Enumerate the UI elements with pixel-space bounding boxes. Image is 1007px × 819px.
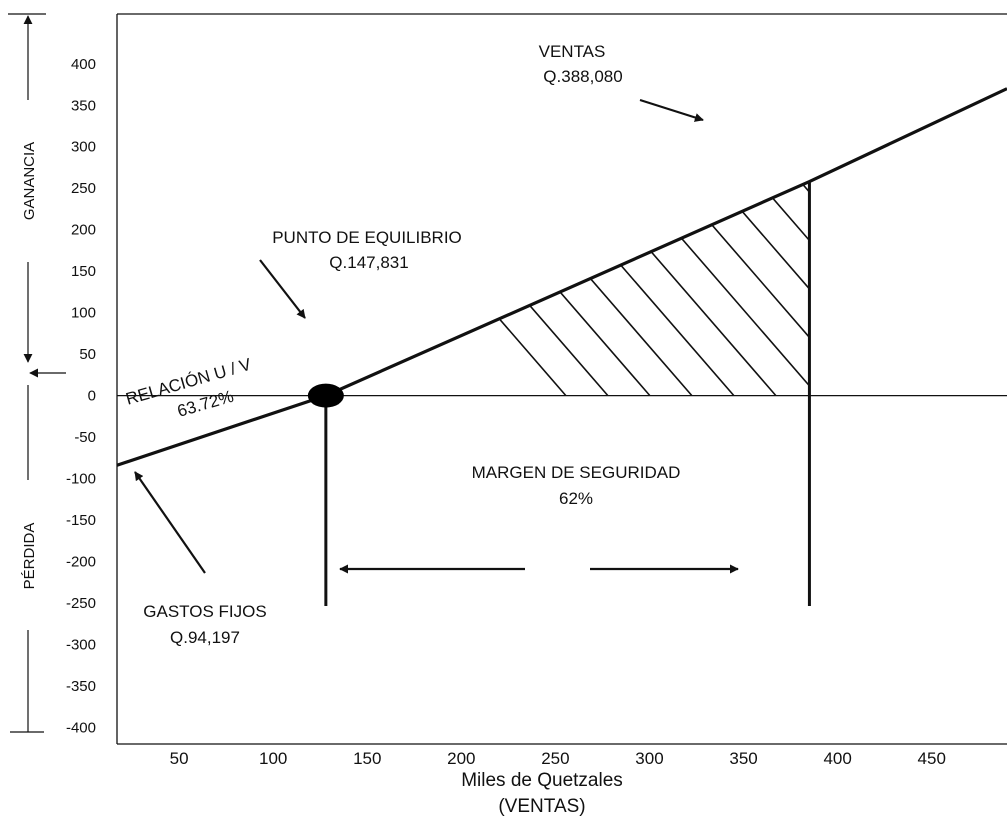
x-tick-label: 150 bbox=[353, 749, 381, 768]
equilibrio-label: PUNTO DE EQUILIBRIO bbox=[272, 228, 462, 247]
y-tick-label: -100 bbox=[66, 471, 96, 488]
x-tick-label: 50 bbox=[170, 749, 189, 768]
x-axis-label: Miles de Quetzales bbox=[461, 770, 623, 791]
y-tick-label: 250 bbox=[71, 180, 96, 197]
equilibrio-value: Q.147,831 bbox=[329, 253, 408, 272]
x-tick-label: 400 bbox=[823, 749, 851, 768]
y-tick-label: -300 bbox=[66, 636, 96, 653]
y-tick-label: -400 bbox=[66, 719, 96, 736]
hatch-line bbox=[557, 181, 810, 396]
y-tick-label: 0 bbox=[88, 388, 96, 405]
x-tick-label: 250 bbox=[541, 749, 569, 768]
hatch-line bbox=[683, 181, 810, 396]
hatch-line bbox=[641, 181, 810, 396]
break-even-point bbox=[307, 383, 344, 408]
hatch-line bbox=[515, 181, 777, 396]
gastos-label: GASTOS FIJOS bbox=[143, 602, 266, 621]
x-tick-label: 200 bbox=[447, 749, 475, 768]
margen-label: MARGEN DE SEGURIDAD bbox=[472, 463, 681, 482]
hatch-line bbox=[431, 181, 693, 396]
sales-line bbox=[116, 87, 1007, 467]
gastos-arrow bbox=[134, 471, 206, 574]
hatch-line bbox=[599, 181, 810, 396]
y-tick-label: 150 bbox=[71, 263, 96, 280]
x-tick-label: 350 bbox=[729, 749, 757, 768]
ventas-value: Q.388,080 bbox=[543, 67, 622, 86]
y-tick-label: 300 bbox=[71, 139, 96, 156]
ventas-arrow bbox=[639, 98, 704, 122]
x-tick-label: 100 bbox=[259, 749, 287, 768]
y-tick-labels: 400 350 300 250 200 150 100 50 0 -50 -100 -150 -200 -… bbox=[66, 56, 96, 737]
x-tick-labels: 50 100 150 200 250 300 350 400 450 bbox=[170, 749, 946, 768]
y-tick-label: -350 bbox=[66, 678, 96, 695]
x-axis-label-line2: (VENTAS) bbox=[498, 796, 585, 817]
hatch-line bbox=[473, 181, 735, 396]
y-tick-label: 400 bbox=[71, 56, 96, 73]
x-tick-label: 450 bbox=[918, 749, 946, 768]
y-tick-label: -150 bbox=[66, 512, 96, 529]
perdida-label: PÉRDIDA bbox=[21, 523, 38, 590]
hatch-line bbox=[725, 181, 810, 396]
ganancia-side-label: GANANCIA bbox=[8, 13, 46, 363]
hatch-line bbox=[767, 181, 810, 396]
y-tick-label: 200 bbox=[71, 222, 96, 239]
ganancia-label: GANANCIA bbox=[21, 142, 38, 220]
y-tick-label: -50 bbox=[74, 429, 96, 446]
y-tick-label: 100 bbox=[71, 305, 96, 322]
y-tick-label: 350 bbox=[71, 97, 96, 114]
ventas-label: VENTAS bbox=[539, 42, 606, 61]
equilibrio-arrow bbox=[259, 259, 306, 319]
gastos-value: Q.94,197 bbox=[170, 628, 240, 647]
x-tick-label: 300 bbox=[635, 749, 663, 768]
y-tick-label: -200 bbox=[66, 554, 96, 571]
y-tick-label: -250 bbox=[66, 595, 96, 612]
perdida-side-label: PÉRDIDA bbox=[10, 385, 44, 733]
margen-value: 62% bbox=[559, 489, 593, 508]
hatch-line bbox=[809, 181, 810, 396]
y-tick-label: 50 bbox=[79, 346, 96, 363]
